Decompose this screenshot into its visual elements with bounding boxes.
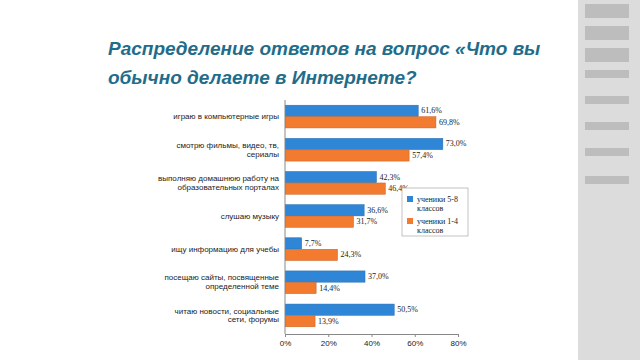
x-tick-mark xyxy=(415,334,416,337)
participant-tile xyxy=(585,4,629,18)
data-label: 69,8% xyxy=(439,118,460,127)
y-tick: посещаю сайты, посвященныеопределенной т… xyxy=(164,273,285,291)
y-tick-label: смотрю фильмы, видео, тв,сериалы xyxy=(176,141,279,159)
y-tick-label: ищу информацию для учебы xyxy=(171,245,279,254)
y-tick-label: посещаю сайты, посвященныеопределенной т… xyxy=(164,273,279,291)
legend-swatch xyxy=(407,218,413,224)
data-label: 13,9% xyxy=(318,317,339,326)
legend-swatch xyxy=(407,196,413,202)
y-axis-line xyxy=(285,100,286,334)
data-label: 57,4% xyxy=(412,151,433,160)
slide: Распределение ответов на вопрос «Что выо… xyxy=(0,0,640,360)
legend-label: ученики 5-8классов xyxy=(417,195,458,213)
y-tick: играю в компьютерные игры xyxy=(173,112,285,121)
bar xyxy=(285,205,364,216)
slide-background xyxy=(0,0,578,360)
y-tick-label: слушаю музыку xyxy=(221,212,279,221)
participant-tile xyxy=(585,176,629,184)
x-tick-label: 60% xyxy=(407,339,423,348)
bar xyxy=(285,249,338,260)
bar xyxy=(285,216,354,227)
x-tick: 20% xyxy=(321,334,337,348)
y-tick: читаю новости, социальныесети, форумы xyxy=(175,307,285,325)
bar xyxy=(285,150,409,161)
data-label: 14,4% xyxy=(319,284,340,293)
x-tick: 80% xyxy=(450,334,466,348)
y-tick: смотрю фильмы, видео, тв,сериалы xyxy=(176,141,285,159)
participant-tile xyxy=(585,48,629,62)
y-tick: ищу информацию для учебы xyxy=(171,245,285,254)
y-axis: играю в компьютерные игры смотрю фильмы, … xyxy=(158,100,285,334)
participant-tile xyxy=(585,122,629,130)
y-tick: выполняю домашнюю работу наобразовательн… xyxy=(158,174,285,192)
data-label: 50,5% xyxy=(397,305,418,314)
y-tick-label: выполняю домашнюю работу наобразовательн… xyxy=(158,174,280,192)
bar xyxy=(285,183,385,194)
y-tick-label: читаю новости, социальныесети, форумы xyxy=(175,307,280,325)
data-label: 42,3% xyxy=(379,173,400,182)
legend: ученики 5-8классов ученики 1-4классов xyxy=(402,188,468,236)
x-axis-line xyxy=(286,335,459,338)
bar xyxy=(285,105,418,116)
bar xyxy=(285,304,394,315)
bar xyxy=(285,282,316,293)
x-tick: 0% xyxy=(280,334,292,348)
y-tick: слушаю музыку xyxy=(221,212,285,221)
bar xyxy=(285,171,376,182)
data-label: 24,3% xyxy=(341,250,362,259)
x-axis: 0% 20% 40% 60% 80% xyxy=(280,334,467,348)
participant-tile xyxy=(585,26,629,40)
bar xyxy=(285,117,436,128)
legend-label: ученики 1-4классов xyxy=(417,217,458,235)
participant-tile xyxy=(585,70,629,78)
x-tick-mark xyxy=(328,334,329,337)
x-tick-label: 0% xyxy=(280,339,292,348)
data-label: 73,0% xyxy=(446,139,467,148)
side-panel xyxy=(578,0,640,360)
data-label: 61,6% xyxy=(421,106,442,115)
participant-tile xyxy=(585,148,629,156)
x-tick: 40% xyxy=(364,334,380,348)
y-tick-label: играю в компьютерные игры xyxy=(173,112,279,121)
legend-frame xyxy=(402,188,468,236)
x-tick-label: 80% xyxy=(450,339,466,348)
data-label: 36,6% xyxy=(367,206,388,215)
x-tick-mark xyxy=(285,334,286,337)
x-tick-label: 40% xyxy=(364,339,380,348)
data-label: 7,7% xyxy=(305,239,322,248)
bar xyxy=(285,271,365,282)
x-tick: 60% xyxy=(407,334,423,348)
x-tick-label: 20% xyxy=(321,339,337,348)
data-label: 37,0% xyxy=(368,272,389,281)
bar xyxy=(285,316,315,327)
data-label: 31,7% xyxy=(357,217,378,226)
x-tick-mark xyxy=(372,334,373,337)
x-tick-mark xyxy=(458,334,459,337)
participant-tile xyxy=(585,96,629,104)
bar xyxy=(285,138,443,149)
bar xyxy=(285,238,302,249)
title: Распределение ответов на вопрос «Что выо… xyxy=(108,38,540,88)
